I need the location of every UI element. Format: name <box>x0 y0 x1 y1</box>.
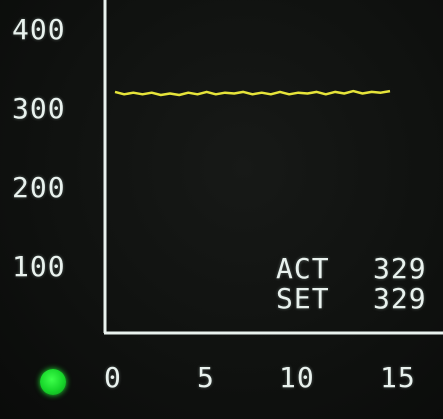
actual-value: 329 <box>373 252 427 285</box>
setpoint-label: SET <box>276 282 330 315</box>
actual-label: ACT <box>276 252 330 285</box>
x-tick-label: 5 <box>197 361 215 394</box>
y-tick-label: 200 <box>12 171 66 204</box>
x-tick-label: 15 <box>380 361 416 394</box>
series-line-0 <box>114 89 391 97</box>
x-tick-label: 0 <box>104 361 122 394</box>
x-tick-label: 10 <box>279 361 315 394</box>
series-group <box>114 89 391 97</box>
y-tick-label: 400 <box>12 13 66 46</box>
y-tick-label: 300 <box>12 92 66 125</box>
y-tick-label: 100 <box>12 250 66 283</box>
setpoint-value: 329 <box>373 282 427 315</box>
status-led-icon <box>40 369 66 395</box>
